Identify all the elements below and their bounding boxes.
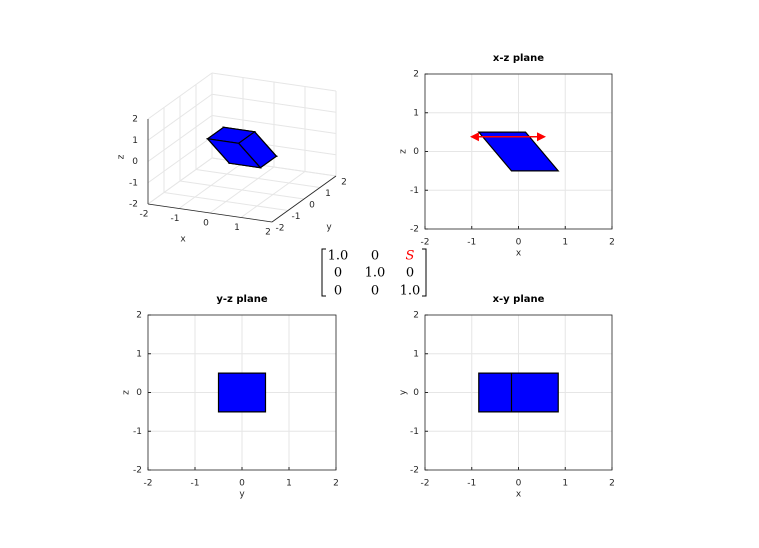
x-axis-label: x [516,490,522,500]
bracket-left [321,248,326,297]
x-tick-label: 1 [562,238,568,248]
x-tick-label: -1 [171,214,180,224]
grid-line [147,136,213,184]
matrix-cell: 1.0 [365,266,386,281]
chart-title: x-y plane [493,294,545,305]
y-axis-label: y [326,223,332,233]
y-tick-label: -1 [292,212,301,222]
grid-line [211,72,337,92]
axes-box [424,73,613,230]
x-axis-label: x [180,235,186,245]
x-tick-label: 2 [609,479,615,489]
y-tick-label: 0 [309,201,315,211]
x-tick-label: -1 [467,238,476,248]
x-tick-label: -1 [191,479,200,489]
z-tick-label: 1 [132,136,138,146]
y-tick-label: -2 [133,466,142,476]
grid-line [163,192,289,211]
matrix-brackets [321,248,427,297]
y-axis-label: z [122,390,132,395]
shape-face [217,372,267,413]
matrix-cell: 1.0 [400,284,421,299]
z-tick-label: -1 [129,178,138,188]
y-tick-label: 0 [413,388,419,398]
x-tick-label: -2 [144,479,153,489]
x-tick-label: -2 [140,210,149,220]
x-tick-label: -1 [467,479,476,489]
x-tick-label: 0 [516,238,522,248]
matrix-cell: 0 [406,266,414,281]
y-tick-label: 1 [325,189,331,199]
x-tick-label: 1 [562,479,568,489]
y-tick-label: 0 [136,388,142,398]
x-tick-label: 0 [203,219,209,229]
x-tick-label: 2 [333,479,339,489]
y-axis-label: y [399,389,409,395]
y-tick-label: 2 [413,311,419,321]
grid-line [147,157,213,205]
matrix-cell: S [406,249,415,264]
chart-title: y-z plane [216,294,267,305]
z-tick-label: 0 [132,157,138,167]
y-tick-label: -1 [133,427,142,437]
z-axis-label: z [117,154,127,159]
cube-face [206,137,262,169]
shape-face [477,131,560,172]
axis-line [147,203,273,223]
z-tick-label: -2 [129,200,138,210]
x-tick-label: 0 [239,479,245,489]
grid-line [147,115,213,162]
y-tick-label: 2 [136,311,142,321]
chart-title: x-z plane [493,53,544,64]
y-tick-label: 2 [341,178,347,188]
y-tick-label: 1 [413,349,419,359]
axis-line [271,175,337,223]
x-tick-label: 2 [265,228,271,238]
grid-line [211,93,337,113]
y-tick-label: 2 [413,70,419,80]
x-tick-label: 2 [609,238,615,248]
z-tick-label: 2 [132,115,138,125]
shape-face [510,372,559,413]
y-tick-label: -2 [410,225,419,235]
y-axis-label: z [399,149,409,154]
y-tick-label: -1 [410,186,419,196]
x-tick-label: -2 [421,238,430,248]
x-tick-label: 0 [516,479,522,489]
matrix-cell: 0 [371,284,379,299]
matrix-cell: 1.0 [328,249,349,264]
y-tick-label: -2 [276,224,285,234]
grid-line [147,93,213,141]
matrix-cell: 0 [371,249,379,264]
y-tick-label: -2 [410,466,419,476]
x-tick-label: 1 [286,479,292,489]
x-axis-label: y [239,490,245,500]
y-tick-label: -1 [410,427,419,437]
grid-line [147,72,213,120]
grid-line [179,180,305,200]
y-tick-label: 1 [136,349,142,359]
bracket-right [422,248,427,297]
grid-line [211,115,337,134]
x-tick-label: 1 [234,223,240,233]
y-tick-label: 0 [413,147,419,157]
grid-line [195,169,321,188]
axes-box [147,314,337,471]
x-axis-label: x [516,249,522,259]
matrix-cell: 0 [334,266,342,281]
y-tick-label: 1 [413,108,419,118]
x-tick-label: -2 [421,479,430,489]
axes-box [424,314,613,471]
matrix-cell: 0 [334,284,342,299]
